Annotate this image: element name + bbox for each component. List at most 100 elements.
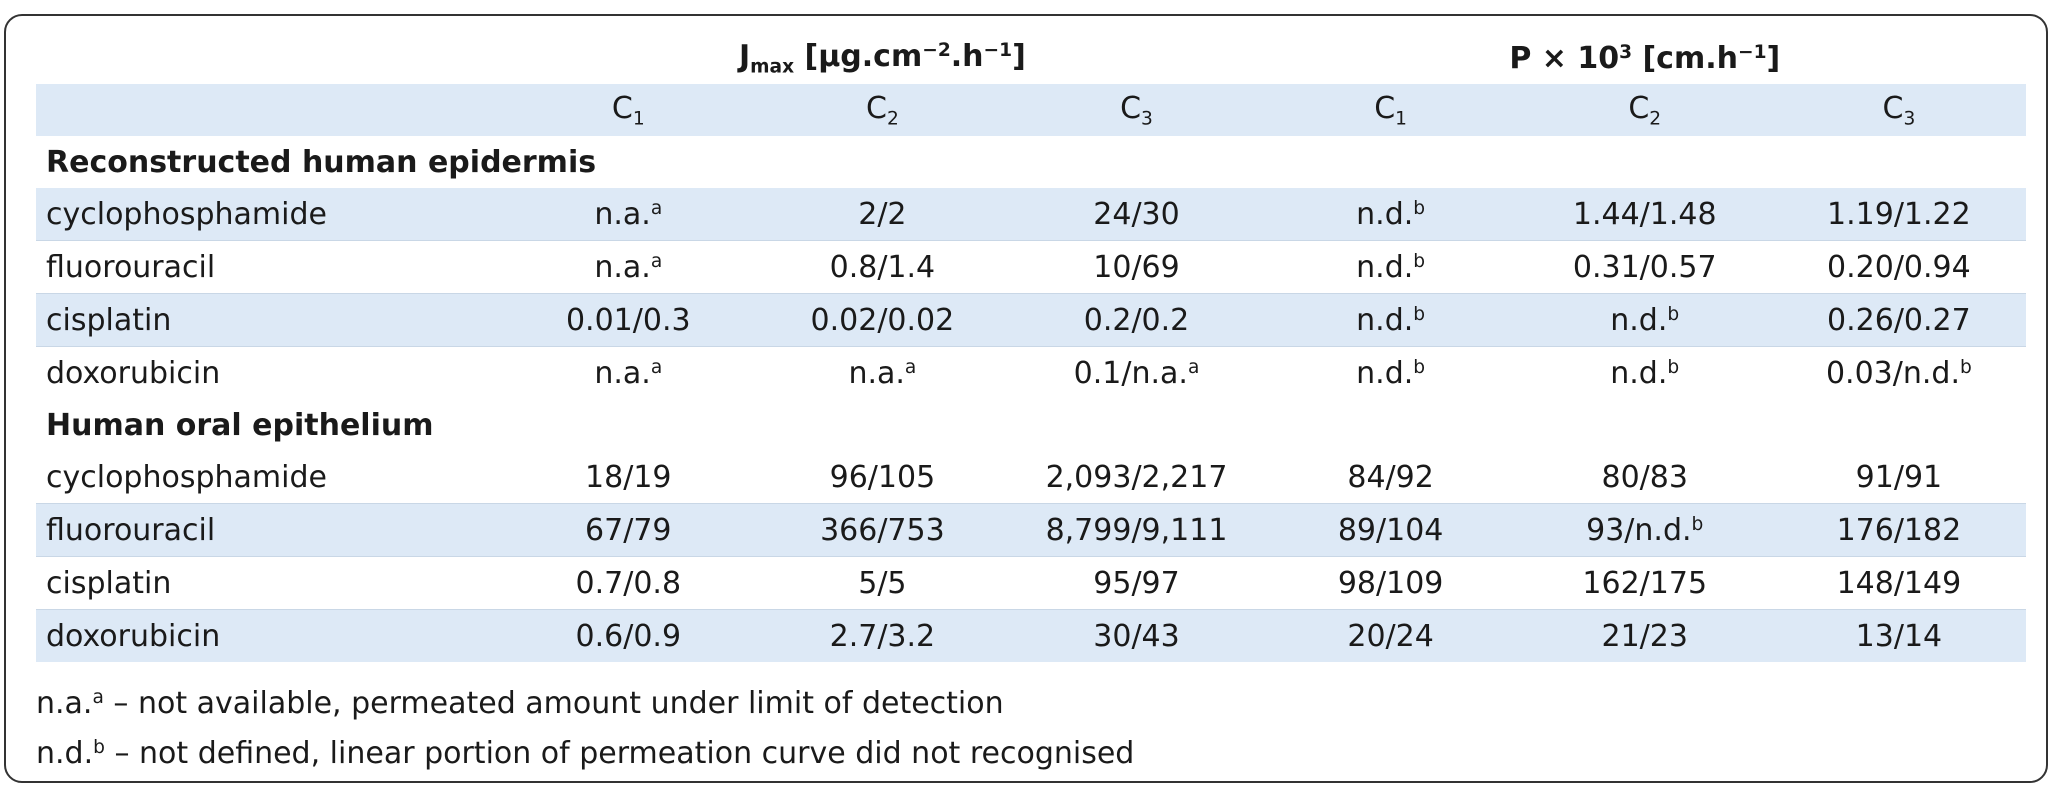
column-header-sub: 1 (1395, 108, 1408, 130)
cell-value: 1.19/1.22 (1827, 196, 1971, 232)
cell-value: 20/24 (1347, 618, 1434, 654)
cell-value: n.d. (1610, 302, 1668, 338)
cell-value: 0.02/0.02 (810, 302, 955, 338)
column-header-base: C (611, 90, 633, 126)
table-cell: 162/175 (1517, 556, 1772, 610)
cell-value: 30/43 (1093, 618, 1180, 654)
cell-footnote-mark: a (650, 197, 663, 219)
group-header-row: Jmax [µg.cm−2.h−1] P × 103 [cm.h−1] (36, 32, 2026, 84)
table-cell: 0.8/1.4 (755, 240, 1010, 294)
cell-value: n.d. (1610, 355, 1668, 391)
cell-footnote-mark: a (1187, 356, 1200, 378)
column-header-1: C1 (501, 84, 756, 136)
table-row: cyclophosphamide 18/19 96/105 2,093/2,217 84… (36, 451, 2026, 504)
row-label: cyclophosphamide (46, 459, 327, 495)
table-cell: 148/149 (1771, 556, 2026, 610)
row-label: fluorouracil (36, 240, 502, 294)
cell-value: 95/97 (1093, 565, 1180, 601)
column-header-sub: 1 (632, 108, 645, 130)
table-frame: Jmax [µg.cm−2.h−1] P × 103 [cm.h−1] C1 C2… (4, 14, 2048, 783)
column-header-sub: 2 (886, 108, 899, 130)
table-cell: 0.01/0.3 (501, 293, 756, 347)
cell-value: 162/175 (1582, 565, 1708, 601)
cell-footnote-mark: b (1413, 197, 1426, 219)
cell-value: 5/5 (858, 565, 907, 601)
table-cell: 2.7/3.2 (755, 609, 1010, 662)
table-cell: 1.44/1.48 (1517, 188, 1772, 241)
table-cell: 84/92 (1264, 451, 1518, 504)
cell-footnote-mark: b (1413, 250, 1426, 272)
cell-value: 21/23 (1601, 618, 1688, 654)
table-cell: 8,799/9,111 (1009, 503, 1264, 557)
table-cell: 2,093/2,217 (1009, 451, 1263, 504)
cell-value: n.d. (1356, 249, 1414, 285)
table-cell: 24/30 (1009, 188, 1264, 241)
jmax-unit-b: .h (950, 38, 984, 74)
table-row: cisplatin 0.7/0.8 5/5 95/97 98/109 162/175 148… (36, 556, 2026, 610)
table-cell: 0.02/0.02 (755, 293, 1010, 347)
cell-value: 0.26/0.27 (1827, 302, 1971, 338)
cell-value: 18/19 (585, 459, 672, 495)
p-group-header: P × 103 [cm.h−1] (1264, 32, 2026, 84)
p-sup: 3 (1619, 41, 1633, 63)
cell-footnote-mark: b (1960, 356, 1972, 378)
table-cell: 89/104 (1263, 503, 1518, 557)
cell-value: 0.6/0.9 (575, 618, 682, 654)
table-cell: 20/24 (1263, 609, 1518, 662)
footnote-text: – not available, permeated amount under … (103, 686, 1004, 722)
column-header-2: C2 (755, 84, 1010, 136)
section-title: Human oral epithelium (46, 407, 434, 443)
cell-value: 10/69 (1093, 249, 1180, 285)
footnote-sup: b (93, 737, 105, 759)
table-wrap: Jmax [µg.cm−2.h−1] P × 103 [cm.h−1] C1 C2… (36, 32, 2026, 662)
table-cell: n.d.b (1263, 240, 1518, 294)
cell-value: 89/104 (1337, 512, 1444, 548)
table-cell: 18/19 (501, 451, 755, 504)
cell-value: 2,093/2,217 (1045, 459, 1228, 495)
table-cell: 91/91 (1772, 451, 2026, 504)
cell-value: n.a. (594, 355, 651, 391)
section-header-row: Human oral epithelium (36, 399, 2026, 451)
column-header-blank (36, 84, 502, 136)
column-header-6: C3 (1771, 84, 2026, 136)
table-cell: 0.03/n.d.b (1771, 346, 2026, 399)
column-header-sub: 3 (1903, 108, 1916, 130)
cell-value: 0.7/0.8 (575, 565, 682, 601)
header-blank (36, 32, 501, 84)
table-cell: 67/79 (501, 503, 756, 557)
cell-value: 84/92 (1347, 459, 1434, 495)
row-label: doxorubicin (36, 609, 502, 662)
table-row: fluorouracil 67/79 366/753 8,799/9,111 89/10… (36, 503, 2026, 557)
table-cell: 5/5 (755, 556, 1010, 610)
cell-value: n.a. (848, 355, 905, 391)
table-cell: 0.2/0.2 (1009, 293, 1264, 347)
cell-value: 0.2/0.2 (1083, 302, 1190, 338)
cell-value: 0.1/n.a. (1073, 355, 1188, 391)
cell-value: 24/30 (1093, 196, 1180, 232)
column-header-base: C (1374, 90, 1396, 126)
cell-footnote-mark: b (1667, 303, 1680, 325)
column-header-base: C (1882, 90, 1904, 126)
cell-footnote-mark: b (1667, 356, 1680, 378)
table-cell: 96/105 (755, 451, 1009, 504)
table-cell: 0.20/0.94 (1771, 240, 2026, 294)
jmax-unit-c: ] (1012, 38, 1026, 74)
table-row: fluorouracil n.a.a 0.8/1.4 10/69 n.d.b 0.31/0… (36, 240, 2026, 294)
cell-value: 0.03/n.d. (1825, 355, 1960, 391)
cell-value: 91/91 (1855, 459, 1943, 495)
column-header-base: C (865, 90, 887, 126)
cell-footnote-mark: b (1413, 356, 1426, 378)
table-cell: n.d.b (1517, 346, 1772, 399)
table-cell: 0.7/0.8 (501, 556, 756, 610)
cell-value: 366/753 (820, 512, 945, 548)
cell-value: 1.44/1.48 (1572, 196, 1717, 232)
cell-footnote-mark: a (650, 250, 663, 272)
table-body: Reconstructed human epidermis cyclophosph… (36, 136, 2026, 662)
cell-value: 8,799/9,111 (1045, 512, 1228, 548)
table-cell: 98/109 (1263, 556, 1518, 610)
section-header-row: Reconstructed human epidermis (36, 136, 2026, 188)
table-cell: 0.6/0.9 (501, 609, 756, 662)
row-label: cisplatin (36, 556, 502, 610)
footnotes: n.a.a – not available, permeated amount … (36, 676, 1134, 776)
cell-value: 13/14 (1855, 618, 1943, 654)
